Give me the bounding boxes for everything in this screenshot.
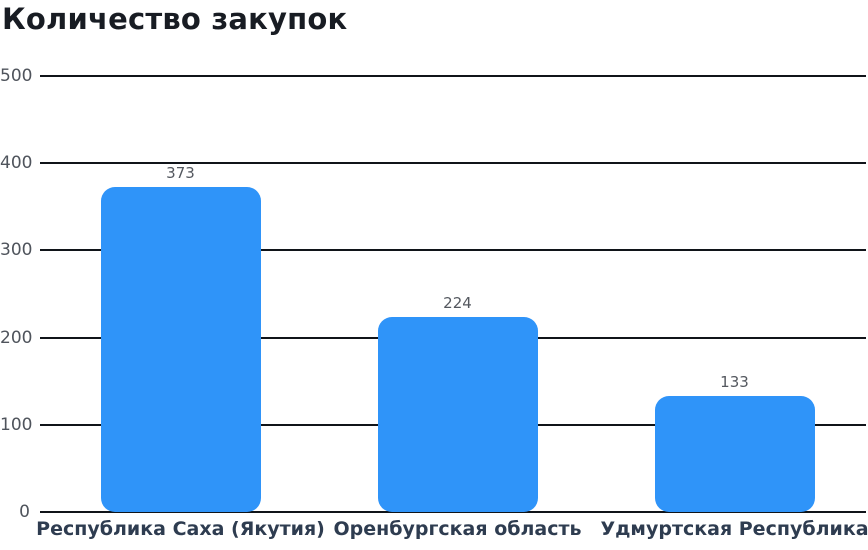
- grid-line-400: [40, 162, 866, 165]
- bar-value-label-3: 133: [720, 373, 749, 392]
- bar-2[interactable]: [377, 316, 538, 512]
- y-axis-tick-0: 0: [19, 502, 30, 522]
- x-axis-label-1: Республика Саха (Якутия): [36, 518, 325, 540]
- grid-line-0: [40, 511, 866, 513]
- y-axis-tick-400: 400: [0, 153, 33, 174]
- y-axis-tick-300: 300: [0, 240, 33, 261]
- chart-title: Количество закупок: [2, 2, 348, 36]
- x-axis-label-2: Оренбургская область: [333, 518, 582, 540]
- grid-line-500: [40, 75, 866, 77]
- y-axis-tick-200: 200: [0, 327, 33, 348]
- bar-1[interactable]: [100, 186, 261, 512]
- bar-3[interactable]: [654, 396, 815, 512]
- y-axis-tick-500: 500: [0, 66, 33, 86]
- x-axis-label-3: Удмуртская Республика: [600, 518, 868, 540]
- bar-value-label-2: 224: [443, 293, 472, 312]
- grid-line-300: [40, 249, 866, 252]
- bar-value-label-1: 373: [166, 163, 195, 182]
- y-axis-tick-100: 100: [0, 414, 33, 435]
